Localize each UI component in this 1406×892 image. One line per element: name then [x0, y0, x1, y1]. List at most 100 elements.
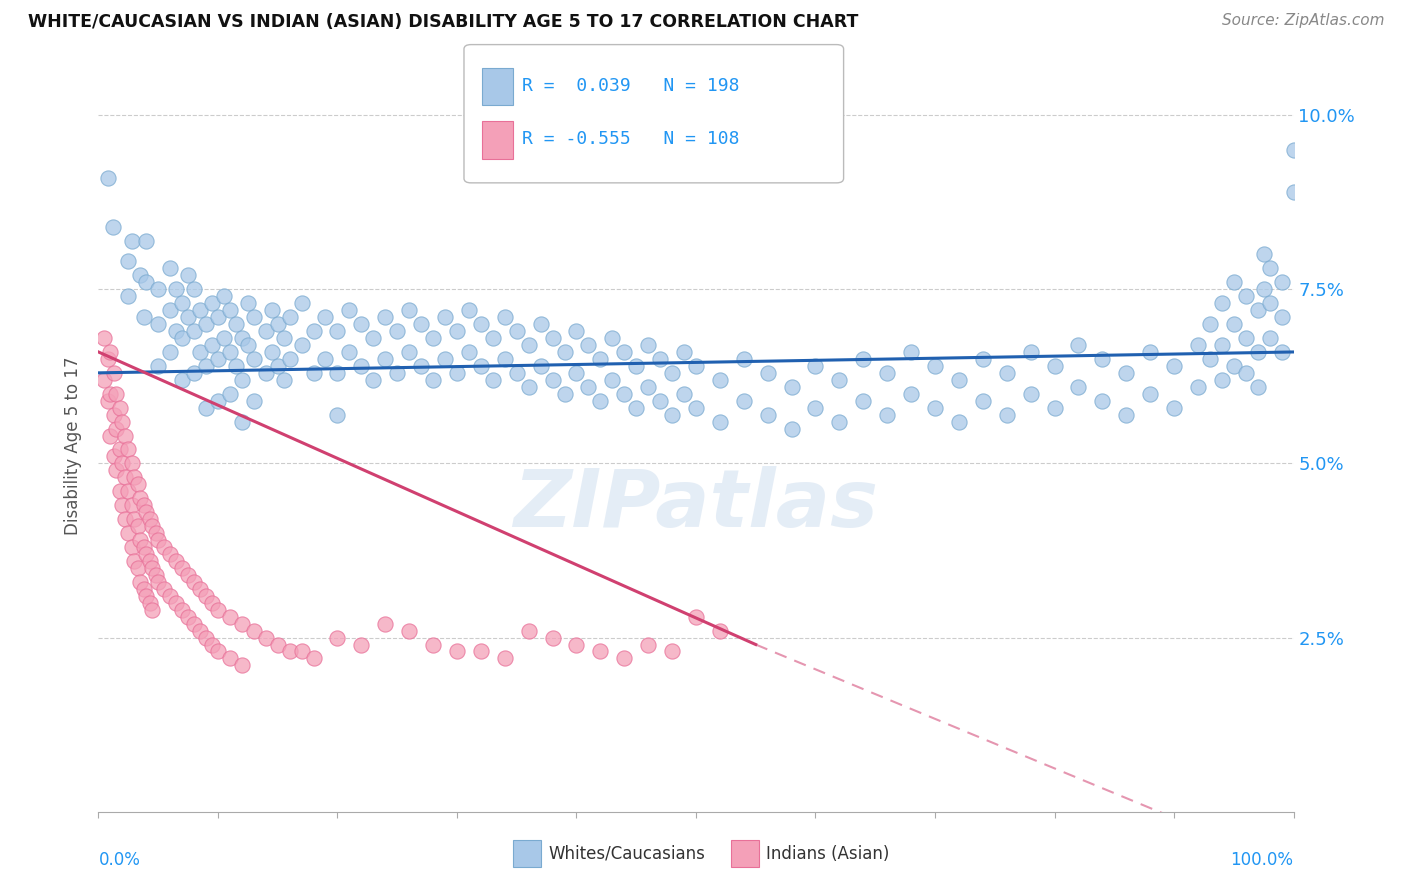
Point	[225, 359, 247, 373]
Point	[243, 351, 266, 366]
Point	[494, 310, 516, 325]
Point	[374, 616, 396, 631]
Point	[172, 373, 194, 387]
Point	[398, 624, 420, 638]
Point	[132, 310, 155, 325]
Point	[1091, 351, 1114, 366]
Point	[1223, 275, 1246, 289]
Point	[207, 393, 229, 408]
Point	[132, 582, 155, 596]
Point	[260, 303, 283, 318]
Point	[172, 561, 194, 575]
Point	[117, 484, 139, 499]
Point	[315, 310, 337, 325]
Point	[231, 616, 253, 631]
Point	[98, 428, 122, 442]
Text: Whites/Caucasians: Whites/Caucasians	[548, 845, 706, 863]
Point	[673, 345, 696, 359]
Point	[685, 359, 707, 373]
Point	[506, 366, 529, 380]
Point	[172, 296, 194, 310]
Point	[385, 324, 409, 338]
Point	[254, 366, 277, 380]
Text: Indians (Asian): Indians (Asian)	[766, 845, 890, 863]
Point	[948, 415, 970, 429]
Point	[315, 351, 337, 366]
Point	[195, 401, 218, 415]
Point	[141, 519, 163, 533]
Text: Source: ZipAtlas.com: Source: ZipAtlas.com	[1222, 13, 1385, 29]
Point	[97, 170, 120, 185]
Point	[589, 644, 612, 658]
Point	[243, 393, 266, 408]
Point	[780, 421, 803, 435]
Point	[1019, 386, 1042, 401]
Point	[326, 366, 349, 380]
Point	[254, 631, 277, 645]
Point	[541, 631, 564, 645]
Point	[1187, 380, 1209, 394]
Point	[422, 373, 444, 387]
Point	[1223, 317, 1246, 331]
Point	[114, 470, 136, 484]
Point	[97, 351, 120, 366]
Point	[995, 366, 1018, 380]
Y-axis label: Disability Age 5 to 17: Disability Age 5 to 17	[65, 357, 83, 535]
Point	[114, 512, 136, 526]
Point	[278, 310, 301, 325]
Point	[350, 359, 373, 373]
Point	[1139, 386, 1161, 401]
Point	[661, 408, 683, 422]
Point	[470, 317, 492, 331]
Point	[613, 651, 636, 665]
Point	[648, 351, 672, 366]
Point	[121, 498, 143, 512]
Point	[139, 554, 162, 568]
Point	[900, 345, 922, 359]
Point	[121, 234, 143, 248]
Point	[1199, 351, 1222, 366]
Point	[709, 373, 731, 387]
Point	[207, 310, 229, 325]
Point	[458, 303, 481, 318]
Point	[733, 351, 755, 366]
Point	[565, 366, 588, 380]
Point	[231, 331, 253, 345]
Point	[254, 324, 277, 338]
Point	[183, 574, 205, 589]
Point	[1187, 338, 1209, 352]
Point	[411, 359, 433, 373]
Point	[267, 638, 290, 652]
Point	[1115, 366, 1137, 380]
Point	[1163, 401, 1185, 415]
Point	[481, 373, 505, 387]
Point	[326, 408, 349, 422]
Point	[589, 351, 612, 366]
Point	[108, 401, 131, 415]
Point	[828, 373, 851, 387]
Point	[637, 380, 659, 394]
Point	[165, 554, 187, 568]
Point	[291, 644, 314, 658]
Point	[554, 386, 576, 401]
Point	[1234, 331, 1257, 345]
Point	[148, 533, 170, 547]
Point	[422, 638, 444, 652]
Point	[1247, 303, 1270, 318]
Point	[481, 331, 505, 345]
Point	[852, 351, 875, 366]
Point	[541, 373, 564, 387]
Point	[129, 268, 152, 283]
Point	[129, 533, 152, 547]
Point	[267, 359, 290, 373]
Point	[273, 373, 295, 387]
Point	[1234, 366, 1257, 380]
Text: ZIPatlas: ZIPatlas	[513, 466, 879, 543]
Point	[494, 651, 516, 665]
Point	[111, 415, 134, 429]
Point	[1282, 143, 1305, 157]
Point	[145, 567, 167, 582]
Point	[159, 547, 181, 561]
Point	[1282, 185, 1305, 199]
Point	[108, 484, 131, 499]
